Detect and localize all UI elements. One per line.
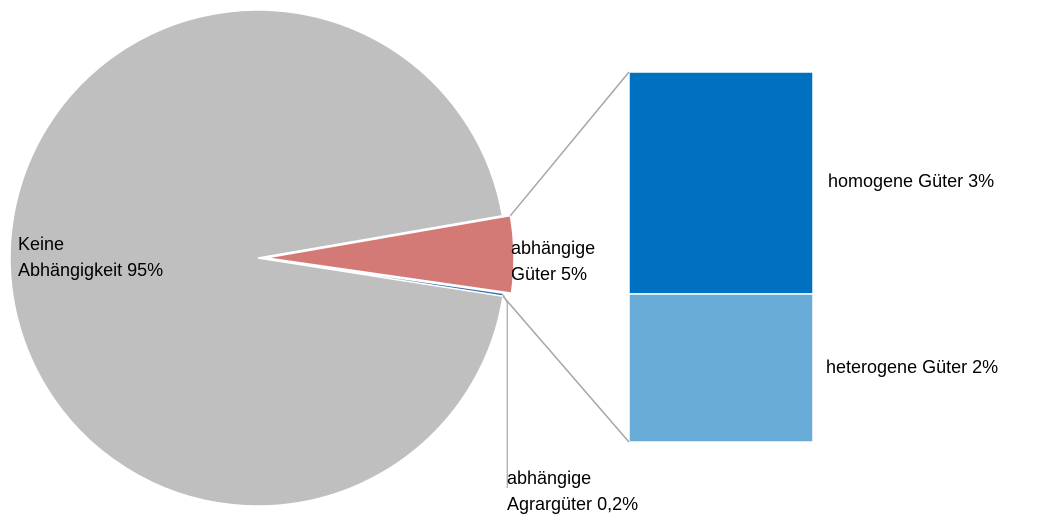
bar-label: homogene Güter 3% (828, 168, 994, 194)
leader-line (502, 294, 508, 488)
bar-segment (628, 293, 814, 443)
connector-line (509, 71, 630, 217)
pie-slice (265, 214, 515, 294)
bar-segment (628, 71, 814, 295)
pie-label: abhängige Agrargüter 0,2% (507, 465, 657, 517)
pie-label: Keine Abhängigkeit 95% (18, 231, 169, 283)
value-label: 0,2% (597, 494, 639, 514)
value-label: 2% (972, 357, 999, 377)
category-label: abhängige Agrargüter (507, 468, 593, 514)
value-label: 95% (127, 260, 164, 280)
category-label: heterogene Güter (826, 357, 968, 377)
category-label: abhängige Güter (511, 238, 596, 284)
pie-label: abhängige Güter 5% (511, 235, 611, 287)
value-label: 3% (968, 171, 995, 191)
category-label: homogene Güter (828, 171, 964, 191)
category-label: Keine Abhängigkeit (18, 234, 123, 280)
connector-line (502, 295, 630, 443)
pie-slice (9, 9, 504, 507)
value-label: 5% (561, 264, 588, 284)
bar-label: heterogene Güter 2% (826, 354, 998, 380)
